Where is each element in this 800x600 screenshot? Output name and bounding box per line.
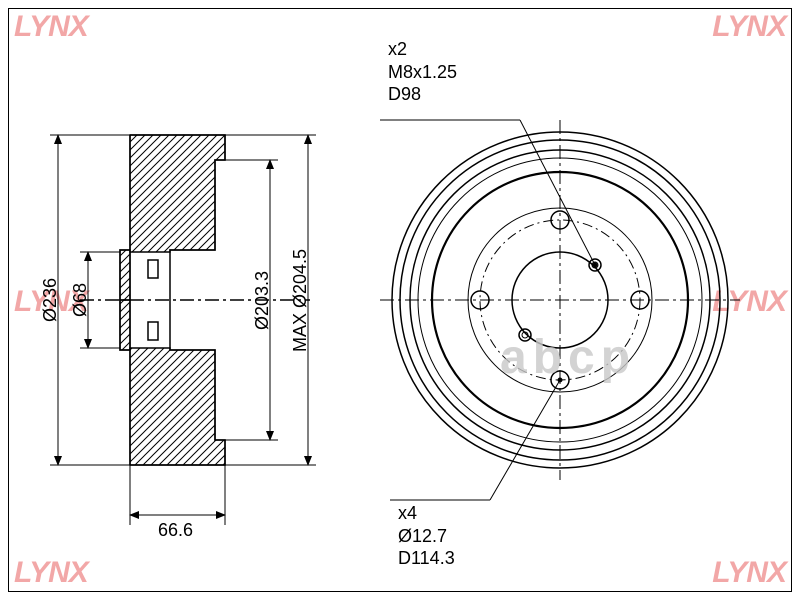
label-d203: Ø203.3 <box>252 235 273 365</box>
bolt-dia: Ø12.7 <box>398 525 455 548</box>
label-d236: Ø236 <box>40 235 61 365</box>
bolt-spec: x4 Ø12.7 D114.3 <box>398 502 455 570</box>
screw-thread: M8x1.25 <box>388 61 457 84</box>
label-width: 66.6 <box>158 520 193 541</box>
screw-pcd: D98 <box>388 83 457 106</box>
label-d68: Ø68 <box>70 260 91 340</box>
screw-spec: x2 M8x1.25 D98 <box>388 38 457 106</box>
bolt-pcd: D114.3 <box>398 547 455 570</box>
bolt-count: x4 <box>398 502 455 525</box>
side-view <box>80 135 310 465</box>
dim-width <box>130 465 225 525</box>
label-dmax: MAX Ø204.5 <box>290 220 311 380</box>
screw-count: x2 <box>388 38 457 61</box>
front-view <box>380 120 740 480</box>
